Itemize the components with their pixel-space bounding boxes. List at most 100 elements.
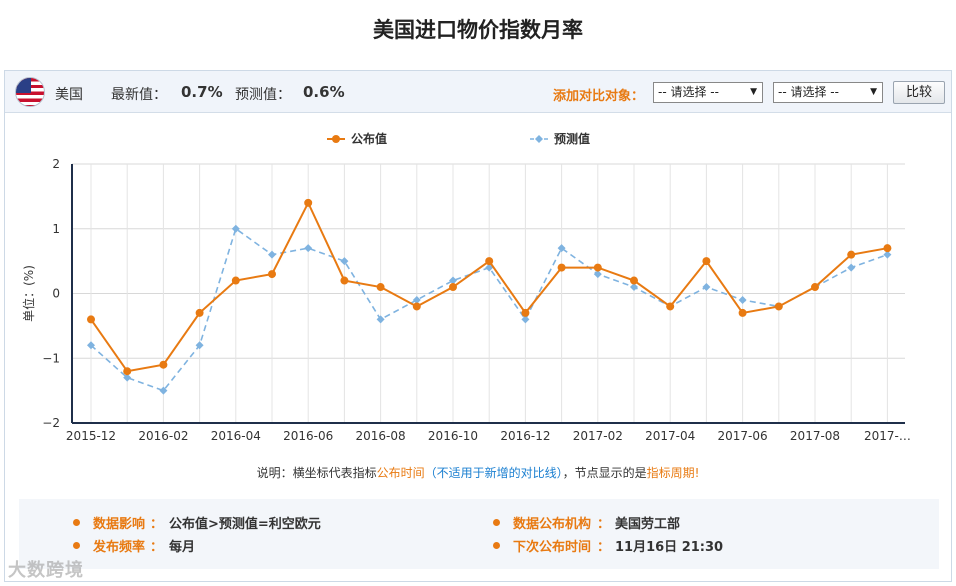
- published-point: [847, 250, 856, 259]
- note-paren: （不适用于新增的对比线）: [424, 466, 563, 480]
- info-box: 数据影响 ： 公布值>预测值=利空欧元 数据公布机构 ： 美国劳工部 发布频率 …: [19, 499, 939, 569]
- forecast-point: [847, 263, 856, 272]
- published-point: [774, 302, 783, 311]
- agency-colon: ：: [597, 517, 611, 532]
- forecast-point: [557, 244, 566, 253]
- note-highlight-time: 公布时间: [376, 466, 425, 480]
- add-compare-label: 添加对比对象：: [553, 89, 645, 104]
- bullet-icon: [493, 542, 500, 549]
- published-point: [87, 315, 95, 324]
- impact-value: 公布值>预测值=利空欧元: [169, 517, 321, 532]
- published-point: [231, 276, 240, 285]
- next-release-value: 11月16日 21:30: [615, 540, 724, 555]
- published-point: [340, 276, 349, 285]
- forecast-point: [630, 283, 638, 292]
- latest-value-label: 最新值：: [111, 87, 167, 103]
- note-mid: ，节点显示的是: [562, 466, 647, 480]
- published-point: [811, 283, 819, 292]
- forecast-point: [87, 341, 95, 350]
- forecast-point: [449, 276, 457, 285]
- x-tick-label: 2016-08: [356, 429, 406, 443]
- published-point: [738, 308, 747, 317]
- bullet-icon: [73, 519, 80, 526]
- forecast-value-label: 预测值：: [235, 87, 291, 103]
- forecast-point: [521, 315, 530, 324]
- impact-colon: ：: [150, 517, 164, 532]
- frequency-label: 发布频率: [93, 540, 146, 555]
- note-highlight-period: 指标周期!: [646, 466, 700, 480]
- agency-value: 美国劳工部: [615, 517, 681, 532]
- x-tick-label: 2016-02: [138, 429, 188, 443]
- forecast-point: [123, 373, 132, 382]
- published-point: [557, 263, 566, 272]
- published-point: [883, 244, 892, 253]
- published-point: [593, 263, 602, 272]
- published-point: [666, 302, 675, 311]
- legend-forecast-marker: [535, 135, 543, 143]
- page-title: 美国进口物价指数月率: [373, 18, 583, 42]
- dropdown-arrow-icon: ▼: [870, 87, 877, 97]
- y-tick-label: −1: [42, 351, 60, 365]
- compare-select-1-value: -- 请选择 --: [658, 85, 719, 99]
- forecast-value: 0.6%: [303, 83, 345, 101]
- latest-value: 0.7%: [181, 83, 223, 101]
- header-bar: 美国 最新值： 0.7% 预测值： 0.6% 添加对比对象： -- 请选择 --…: [5, 71, 951, 113]
- note-prefix: 说明：横坐标代表指标: [256, 466, 377, 480]
- published-point: [449, 283, 457, 292]
- next-release-label: 下次公布时间: [513, 540, 592, 555]
- published-point: [521, 308, 530, 317]
- x-tick-label: 2017-02: [573, 429, 623, 443]
- x-tick-label: 2016-04: [211, 429, 261, 443]
- x-tick-label: 2017-08: [790, 429, 840, 443]
- published-point: [195, 308, 204, 317]
- published-point: [159, 360, 168, 369]
- y-tick-label: 0: [52, 287, 60, 301]
- published-point: [412, 302, 421, 311]
- forecast-point: [883, 250, 892, 259]
- forecast-point: [231, 224, 240, 233]
- bullet-icon: [493, 519, 500, 526]
- frequency-colon: ：: [150, 540, 164, 555]
- compare-select-2-value: -- 请选择 --: [778, 85, 839, 99]
- next-release-colon: ：: [597, 540, 611, 555]
- published-point: [630, 276, 638, 285]
- published-point: [304, 198, 313, 207]
- published-point: [123, 367, 132, 376]
- legend-published-marker: [332, 135, 340, 143]
- us-flag-icon: [15, 77, 45, 107]
- y-tick-label: −2: [42, 416, 60, 430]
- line-chart: 2 1 0 −1 −2 2015-12 2016-02 2016-04 2016-06 2016-…: [21, 131, 911, 443]
- chart-note: 说明：横坐标代表指标公布时间（不适用于新增的对比线），节点显示的是指标周期!: [5, 464, 951, 481]
- published-point: [485, 257, 494, 266]
- x-tick-label: 2017-06: [718, 429, 768, 443]
- x-tick-label: 2015-12: [66, 429, 116, 443]
- watermark-logo: 大数跨境: [8, 560, 84, 581]
- frequency-value: 每月: [169, 540, 196, 555]
- forecast-point: [195, 341, 204, 350]
- indicator-panel: 美国 最新值： 0.7% 预测值： 0.6% 添加对比对象： -- 请选择 --…: [4, 70, 952, 582]
- forecast-point: [412, 295, 421, 304]
- compare-select-1[interactable]: -- 请选择 -- ▼: [653, 82, 763, 103]
- bullet-icon: [73, 542, 80, 549]
- compare-select-2[interactable]: -- 请选择 -- ▼: [773, 82, 883, 103]
- published-point: [376, 283, 385, 292]
- x-tick-label: 2017-…: [864, 429, 911, 443]
- legend-published-label: 公布值: [351, 131, 387, 146]
- country-name: 美国: [55, 87, 83, 103]
- forecast-point: [159, 386, 168, 395]
- x-tick-label: 2017-04: [645, 429, 695, 443]
- forecast-point: [702, 283, 711, 292]
- forecast-point: [340, 257, 349, 266]
- impact-label: 数据影响: [93, 517, 146, 532]
- forecast-point: [376, 315, 385, 324]
- y-tick-label: 1: [52, 222, 60, 236]
- x-tick-label: 2016-10: [428, 429, 478, 443]
- forecast-point: [304, 244, 313, 253]
- forecast-point: [738, 295, 747, 304]
- dropdown-arrow-icon: ▼: [750, 87, 757, 97]
- y-tick-label: 2: [52, 157, 60, 171]
- compare-button[interactable]: 比较: [893, 81, 945, 104]
- forecast-point: [593, 270, 602, 279]
- forecast-series-line: [90, 227, 888, 392]
- published-point: [702, 257, 711, 266]
